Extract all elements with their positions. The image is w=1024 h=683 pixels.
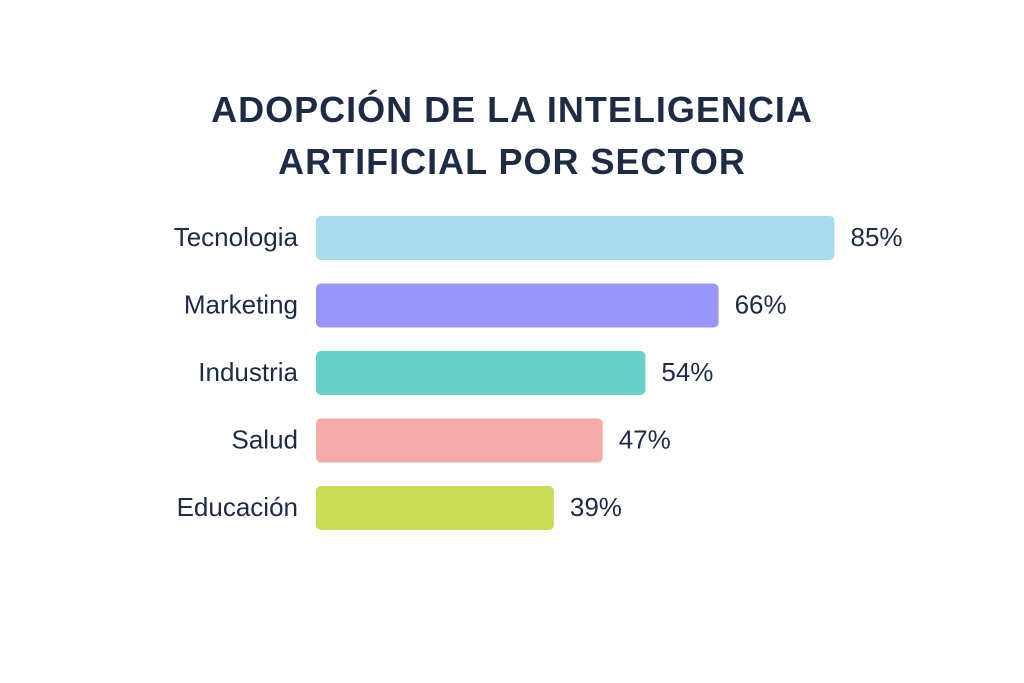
- category-label: Marketing: [184, 289, 298, 319]
- category-label: Salud: [232, 424, 299, 454]
- value-label: 54%: [661, 357, 713, 387]
- value-label: 39%: [570, 492, 622, 522]
- category-label: Educación: [177, 492, 298, 522]
- value-label: 47%: [619, 424, 671, 454]
- category-label: Industria: [198, 357, 298, 387]
- bar: [316, 418, 603, 463]
- bar: [316, 351, 646, 395]
- category-label: Tecnologia: [174, 222, 299, 252]
- bar: [316, 216, 835, 260]
- bar: [316, 486, 554, 530]
- value-label: 85%: [851, 222, 903, 252]
- value-label: 66%: [735, 289, 787, 319]
- chart-title: ADOPCIÓN DE LA INTELIGENCIA ARTIFICIAL P…: [211, 89, 813, 182]
- bar: [316, 283, 719, 328]
